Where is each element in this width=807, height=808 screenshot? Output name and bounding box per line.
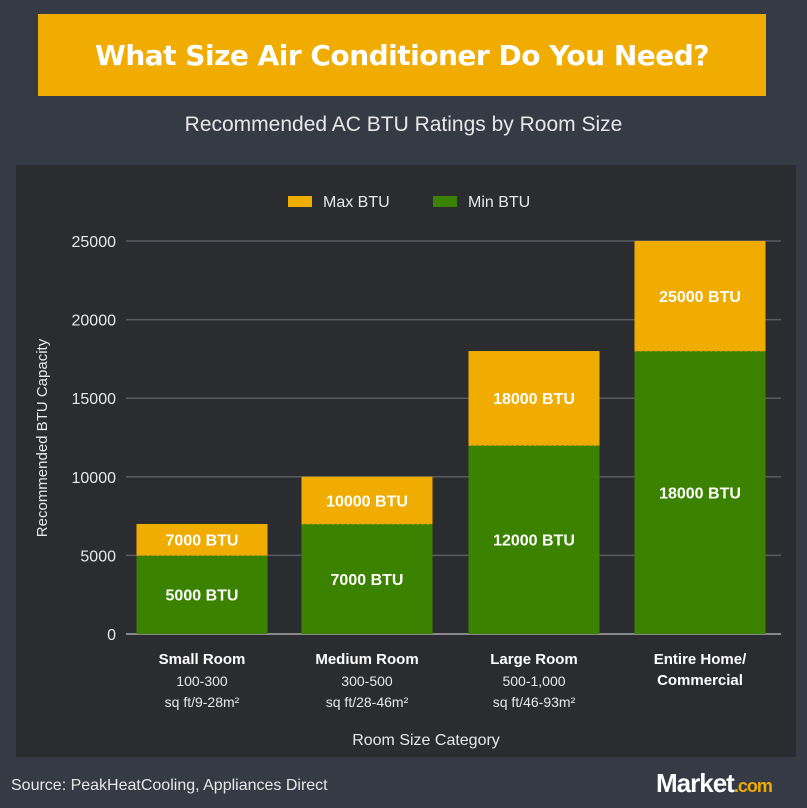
legend-swatch (288, 196, 312, 207)
chart-subtitle: Recommended AC BTU Ratings by Room Size (184, 113, 623, 136)
x-category-sublabel: 300-500 (341, 673, 393, 689)
x-category-label: Entire Home/ (654, 651, 747, 668)
y-tick-label: 5000 (80, 548, 116, 565)
data-label-max: 7000 BTU (166, 533, 239, 550)
data-label-max: 10000 BTU (326, 493, 408, 510)
bar-max (468, 351, 600, 446)
x-axis-label: Room Size Category (352, 732, 500, 749)
data-label-max: 25000 BTU (659, 289, 741, 306)
x-category-sublabel: sq ft/9-28m² (165, 694, 240, 710)
market-logo: Market.com (656, 768, 773, 798)
y-tick-label: 20000 (72, 313, 117, 330)
bar-min (136, 555, 268, 634)
y-tick-label: 0 (107, 627, 116, 644)
y-tick-label: 15000 (72, 391, 117, 408)
x-category-label: Medium Room (315, 651, 418, 668)
y-axis-label: Recommended BTU Capacity (34, 338, 51, 537)
y-tick-label: 10000 (72, 470, 117, 487)
x-category-sublabel: sq ft/46-93m² (493, 694, 576, 710)
legend-swatch (433, 196, 457, 207)
source-note: Source: PeakHeatCooling, Appliances Dire… (11, 777, 328, 794)
y-tick-label: 25000 (72, 234, 117, 251)
legend-label: Min BTU (468, 194, 530, 211)
bar-min (634, 351, 766, 634)
legend-label: Max BTU (323, 194, 390, 211)
data-label-min: 7000 BTU (331, 572, 404, 589)
bar-max (136, 523, 268, 556)
data-label-min: 12000 BTU (493, 533, 575, 550)
x-category-sublabel: 500-1,000 (502, 673, 565, 689)
x-category-label: Commercial (657, 672, 743, 689)
x-category-sublabel: sq ft/28-46m² (326, 694, 409, 710)
x-category-sublabel: 100-300 (176, 673, 228, 689)
bar-max (301, 476, 433, 524)
title-banner: What Size Air Conditioner Do You Need? (38, 14, 766, 96)
data-label-min: 5000 BTU (166, 588, 239, 605)
x-category-label: Small Room (159, 651, 246, 668)
chart-title: What Size Air Conditioner Do You Need? (94, 38, 710, 72)
bar-min (468, 445, 600, 634)
bar-min (301, 523, 433, 634)
data-label-min: 18000 BTU (659, 486, 741, 503)
bar-max (634, 241, 766, 352)
data-label-max: 18000 BTU (493, 391, 575, 408)
x-category-label: Large Room (490, 651, 578, 668)
